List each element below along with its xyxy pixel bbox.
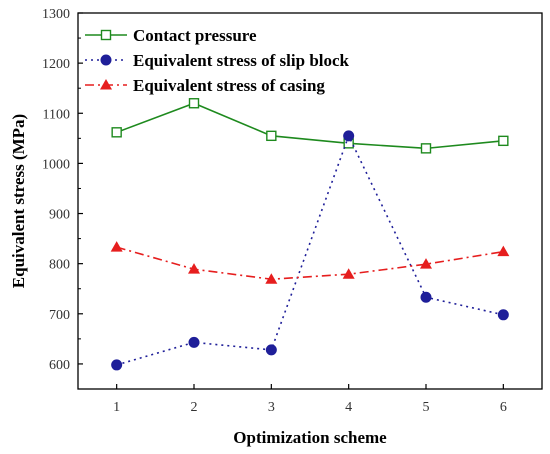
legend-item: Contact pressure [85, 26, 257, 45]
series-layer [110, 98, 510, 371]
data-point [110, 241, 123, 252]
series-3 [110, 241, 510, 284]
y-tick-label: 1300 [42, 7, 70, 22]
data-point [497, 309, 509, 321]
y-tick-label: 900 [49, 208, 70, 223]
y-tick-label: 1000 [42, 157, 70, 172]
series-1 [111, 98, 509, 154]
x-tick-label: 4 [345, 400, 352, 415]
series-2 [111, 130, 509, 371]
x-tick-label: 1 [113, 400, 120, 415]
legend-label: Contact pressure [133, 26, 257, 45]
legend-marker [100, 29, 112, 41]
data-point [265, 344, 277, 356]
x-tick-label: 5 [423, 400, 430, 415]
legend-label: Equivalent stress of casing [133, 76, 325, 95]
data-point [111, 359, 123, 371]
plot-frame [77, 12, 543, 390]
series-line [116, 133, 504, 366]
data-point [342, 268, 355, 279]
data-point [188, 263, 200, 274]
data-point [265, 273, 278, 284]
y-tick-label: 700 [49, 308, 70, 323]
y-tick-label: 800 [49, 258, 70, 273]
legend: Contact pressure Equivalent stress of sli… [85, 26, 350, 95]
legend-item: Equivalent stress of slip block [85, 51, 350, 70]
legend-marker [100, 79, 112, 90]
y-axis-title: Equivalent stress (MPa) [9, 114, 28, 288]
data-point [188, 98, 200, 109]
data-point [266, 130, 277, 142]
data-point [498, 135, 509, 147]
data-point [420, 143, 432, 154]
data-point [420, 258, 432, 269]
legend-label: Equivalent stress of slip block [133, 51, 350, 70]
x-axis-title: Optimization scheme [233, 428, 387, 447]
legend-marker [100, 54, 112, 66]
axis-ticks: 1 2 3 4 5 6 600 700 800 900 1000 1100 1200 1300 [42, 7, 507, 415]
y-tick-label: 1100 [43, 107, 70, 122]
x-tick-label: 3 [268, 400, 275, 415]
x-tick-label: 6 [500, 400, 507, 415]
data-point [188, 336, 200, 348]
data-point [497, 245, 510, 257]
data-point [420, 291, 432, 303]
data-point [343, 130, 355, 142]
y-tick-label: 1200 [42, 57, 70, 72]
legend-item: Equivalent stress of casing [85, 76, 325, 95]
series-line [116, 246, 504, 281]
y-tick-label: 600 [49, 358, 70, 373]
x-tick-label: 2 [191, 400, 198, 415]
series-line [116, 102, 504, 150]
data-point [111, 127, 122, 138]
